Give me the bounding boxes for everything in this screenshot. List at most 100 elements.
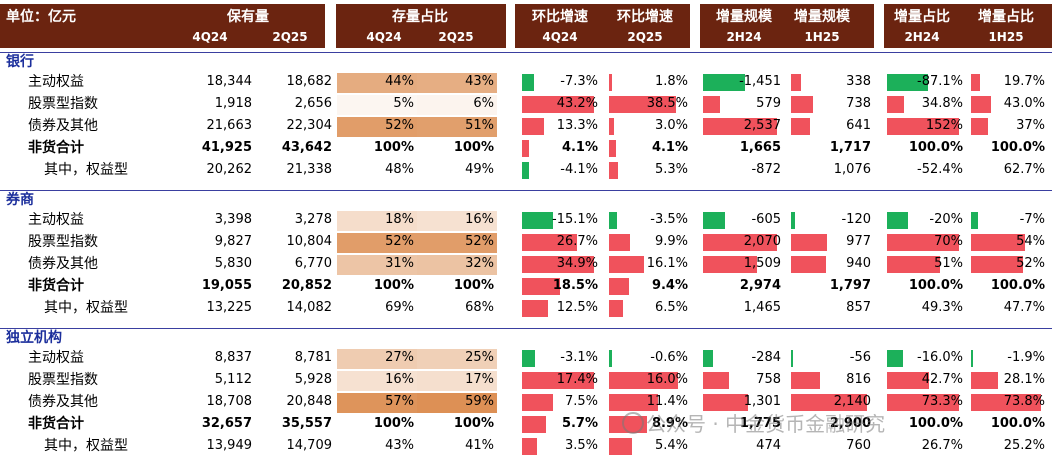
increment-value: -56: [849, 350, 871, 365]
aum-value: 1,918: [214, 96, 252, 111]
header-period-label: 2Q25: [438, 30, 474, 44]
share-value: 18%: [385, 212, 414, 227]
increment-bar: [703, 212, 725, 229]
share-heat-cell: [337, 73, 417, 93]
increment-share-value: 28.1%: [1003, 372, 1045, 387]
row-label: 债券及其他: [28, 394, 98, 410]
increment-share-value: 70%: [934, 234, 963, 249]
share-value: 100%: [453, 278, 494, 293]
increment-share-bar: [887, 212, 908, 229]
share-value: 100%: [373, 416, 414, 431]
increment-share-bar: [971, 234, 1026, 251]
header-group-label: 存量占比: [392, 9, 448, 25]
growth-value: 4.1%: [651, 140, 688, 155]
aum-value: 41,925: [201, 140, 252, 155]
increment-share-value: 62.7%: [1003, 162, 1045, 177]
share-value: 44%: [385, 74, 414, 89]
growth-value: 4.1%: [561, 140, 598, 155]
growth-value: -0.6%: [650, 350, 688, 365]
aum-value: 18,344: [206, 74, 253, 89]
increment-share-value: -1.9%: [1007, 350, 1045, 365]
increment-share-value: -52.4%: [917, 162, 963, 177]
header-period-label: 4Q24: [366, 30, 402, 44]
aum-value: 19,055: [201, 278, 252, 293]
growth-value: 9.4%: [651, 278, 688, 293]
growth-value: 6.5%: [654, 300, 688, 315]
section-divider: [0, 190, 1052, 191]
increment-value: 2,140: [833, 394, 871, 409]
aum-value: 22,304: [286, 118, 333, 133]
growth-value: 5.3%: [654, 162, 688, 177]
increment-share-value: 43.0%: [1003, 96, 1045, 111]
share-value: 16%: [385, 372, 414, 387]
aum-value: 20,848: [286, 394, 333, 409]
increment-value: 738: [846, 96, 871, 111]
row-label: 非货合计: [28, 416, 84, 432]
increment-value: 758: [756, 372, 781, 387]
share-heat-cell: [417, 255, 497, 275]
aum-value: 20,262: [206, 162, 253, 177]
share-value: 69%: [385, 300, 414, 315]
growth-value: 26.7%: [556, 234, 598, 249]
growth-bar: [609, 394, 659, 411]
increment-bar: [791, 96, 814, 113]
increment-value: 816: [846, 372, 871, 387]
increment-share-value: 42.7%: [921, 372, 963, 387]
growth-bar: [522, 162, 529, 179]
section-title: 银行: [6, 54, 34, 70]
header-period-label: 1H25: [988, 30, 1024, 44]
increment-value: 1,797: [829, 278, 871, 293]
row-label: 其中，权益型: [44, 438, 128, 454]
increment-value: 1,509: [743, 256, 781, 271]
increment-bar: [703, 350, 713, 367]
growth-value: 12.5%: [556, 300, 598, 315]
increment-value: 940: [846, 256, 871, 271]
growth-bar: [609, 96, 677, 113]
row-label: 主动权益: [28, 350, 84, 366]
increment-bar: [703, 256, 758, 273]
increment-share-value: 73.3%: [921, 394, 963, 409]
increment-share-bar: [971, 118, 989, 135]
aum-value: 20,852: [281, 278, 332, 293]
aum-value: 18,708: [206, 394, 253, 409]
watermark-icon: [622, 412, 644, 434]
aum-value: 6,770: [294, 256, 332, 271]
increment-share-bar: [971, 350, 973, 367]
increment-value: 857: [846, 300, 871, 315]
row-label: 股票型指数: [28, 372, 98, 388]
growth-value: 43.2%: [556, 96, 598, 111]
increment-value: 579: [756, 96, 781, 111]
increment-value: 1,775: [739, 416, 781, 431]
growth-value: 34.9%: [556, 256, 598, 271]
increment-bar: [791, 212, 796, 229]
growth-value: 3.5%: [564, 438, 598, 453]
increment-share-bar: [971, 372, 998, 389]
growth-bar: [609, 162, 619, 179]
growth-value: -15.1%: [552, 212, 598, 227]
share-value: 32%: [465, 256, 494, 271]
row-label: 非货合计: [28, 140, 84, 156]
growth-bar: [609, 140, 617, 157]
growth-value: 8.9%: [651, 416, 688, 431]
growth-bar: [522, 300, 548, 317]
increment-share-value: 37%: [1016, 118, 1045, 133]
growth-bar: [522, 74, 535, 91]
aum-value: 35,557: [281, 416, 332, 431]
growth-bar: [522, 212, 554, 229]
header-block: [884, 4, 1052, 48]
share-heat-cell: [337, 349, 417, 369]
header-period-label: 4Q24: [192, 30, 228, 44]
growth-bar: [522, 96, 595, 113]
header-period-label: 2Q25: [627, 30, 663, 44]
row-label: 债券及其他: [28, 118, 98, 134]
header-group-label: 保有量: [227, 9, 269, 25]
share-heat-cell: [417, 73, 497, 93]
share-value: 27%: [385, 350, 414, 365]
aum-value: 5,830: [214, 256, 252, 271]
share-heat-cell: [337, 233, 417, 253]
section-divider: [0, 52, 1052, 53]
increment-share-bar: [887, 74, 929, 91]
aum-value: 3,398: [214, 212, 252, 227]
increment-bar: [703, 372, 730, 389]
